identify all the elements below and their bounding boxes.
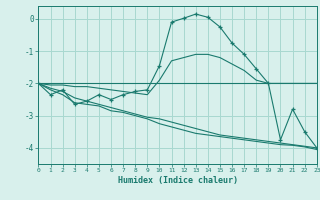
X-axis label: Humidex (Indice chaleur): Humidex (Indice chaleur): [118, 176, 238, 185]
